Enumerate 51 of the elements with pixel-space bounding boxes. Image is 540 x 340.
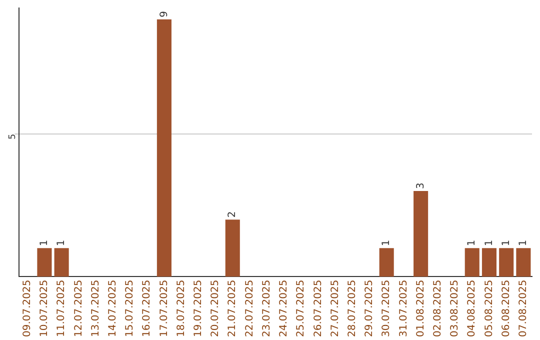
bar [54,248,69,277]
x-tick-label: 06.08.2025 [500,280,512,338]
data-label: 9 [158,11,170,18]
y-tick-label: 5 [8,134,18,140]
bar [482,248,497,277]
x-tick-label: 14.07.2025 [107,280,118,338]
x-tick-label: 28.07.2025 [346,280,358,338]
bar [414,190,428,277]
x-tick-label: 19.07.2025 [193,280,204,338]
x-tick-label: 09.07.2025 [22,280,33,338]
data-label: 1 [484,240,495,246]
x-tick-label: 16.07.2025 [142,280,153,338]
x-tick-label: 20.07.2025 [210,280,222,338]
x-tick-label: 10.07.2025 [39,280,50,338]
data-label: 1 [518,240,530,246]
x-tick-label: 11.07.2025 [56,280,68,338]
data-label: 1 [466,240,478,246]
x-tick-label: 26.07.2025 [312,280,324,338]
bar [156,19,172,277]
x-tick-label: 05.08.2025 [484,280,495,338]
x-tick-label: 22.07.2025 [244,280,256,338]
x-tick-label: 04.08.2025 [466,280,478,338]
x-tick-label: 18.07.2025 [176,280,187,338]
x-tick-label: 23.07.2025 [261,280,272,338]
bar [379,248,394,277]
x-tick-label: 01.08.2025 [415,280,426,338]
data-label: 2 [227,211,238,218]
x-tick-label: 17.07.2025 [158,280,170,338]
x-tick-label: 30.07.2025 [381,280,392,338]
x-tick-label: 03.08.2025 [450,280,461,338]
x-tick-label: 02.08.2025 [432,280,444,338]
x-tick-label: 21.07.2025 [227,280,238,338]
bar [516,248,531,277]
data-label: 1 [56,240,68,246]
x-tick-label: 29.07.2025 [364,280,376,338]
data-label: 1 [381,240,392,246]
x-tick-label: 25.07.2025 [296,280,307,338]
bar [464,248,480,277]
x-tick-label: 13.07.2025 [90,280,102,338]
x-tick-label: 12.07.2025 [73,280,84,338]
x-tick-label: 24.07.2025 [278,280,290,338]
data-label: 1 [39,240,50,246]
bar [37,248,52,277]
bar [499,248,514,277]
x-tick-label: 31.07.2025 [398,280,410,338]
x-tick-label: 27.07.2025 [330,280,341,338]
x-tick-label: 07.08.2025 [518,280,530,338]
data-label: 1 [500,240,512,246]
data-label: 3 [415,182,426,189]
x-tick-label: 15.07.2025 [124,280,136,338]
bar [225,220,240,277]
